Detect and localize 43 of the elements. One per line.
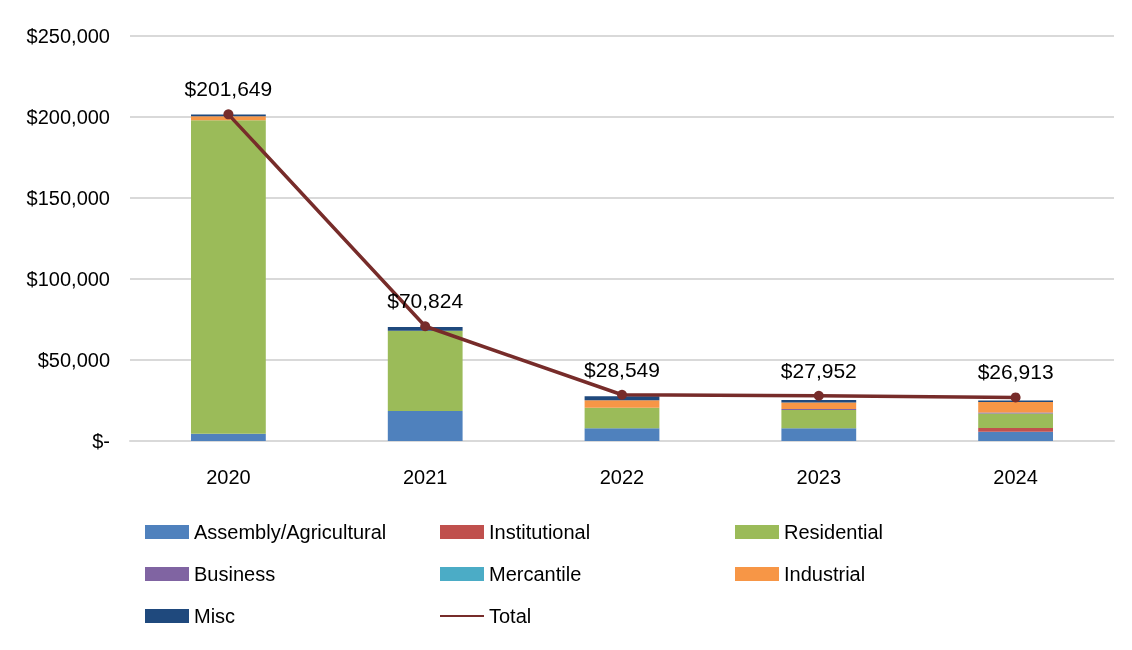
point <box>1010 392 1021 403</box>
x-tick-label: 2023 <box>796 466 842 488</box>
y-tick-label: $150,000 <box>26 187 110 209</box>
y-tick-label: $100,000 <box>26 268 110 290</box>
bar <box>781 428 857 441</box>
point <box>617 389 627 400</box>
legend-label: Institutional <box>489 521 591 543</box>
point <box>813 390 824 401</box>
bar <box>387 411 463 441</box>
legend-label: Business <box>194 563 276 585</box>
bar <box>584 428 660 441</box>
x-tick-label: 2020 <box>206 466 251 488</box>
bar <box>191 433 266 441</box>
y-tick-label: $50,000 <box>37 349 110 371</box>
bar <box>781 402 857 409</box>
data-label: $201,649 <box>184 77 273 101</box>
legend-label: Total <box>489 605 532 627</box>
y-tick-label: $- <box>92 430 110 452</box>
bar <box>584 400 660 408</box>
x-tick-label: 2024 <box>993 466 1038 488</box>
legend-label: Assembly/Agricultural <box>194 521 387 543</box>
bar <box>978 413 1053 428</box>
bar <box>387 330 463 412</box>
data-label: $27,952 <box>780 358 857 382</box>
point <box>420 321 431 332</box>
y-tick-label: $250,000 <box>26 25 110 47</box>
x-tick-label: 2021 <box>402 466 448 488</box>
bar <box>781 410 857 429</box>
y-tick-label: $200,000 <box>26 106 110 128</box>
legend-label: Residential <box>784 521 883 543</box>
x-tick-label: 2022 <box>599 466 645 488</box>
data-label: $28,549 <box>584 357 660 381</box>
bar <box>191 120 266 434</box>
legend-label: Industrial <box>784 563 866 585</box>
bar <box>978 401 1053 413</box>
data-label: $26,913 <box>977 360 1054 384</box>
bar <box>978 427 1053 432</box>
point <box>223 109 234 120</box>
legend-label: Mercantile <box>489 563 582 585</box>
bar <box>584 407 660 429</box>
bar <box>781 400 857 403</box>
legend-label: Misc <box>194 605 236 627</box>
bar <box>978 431 1053 441</box>
